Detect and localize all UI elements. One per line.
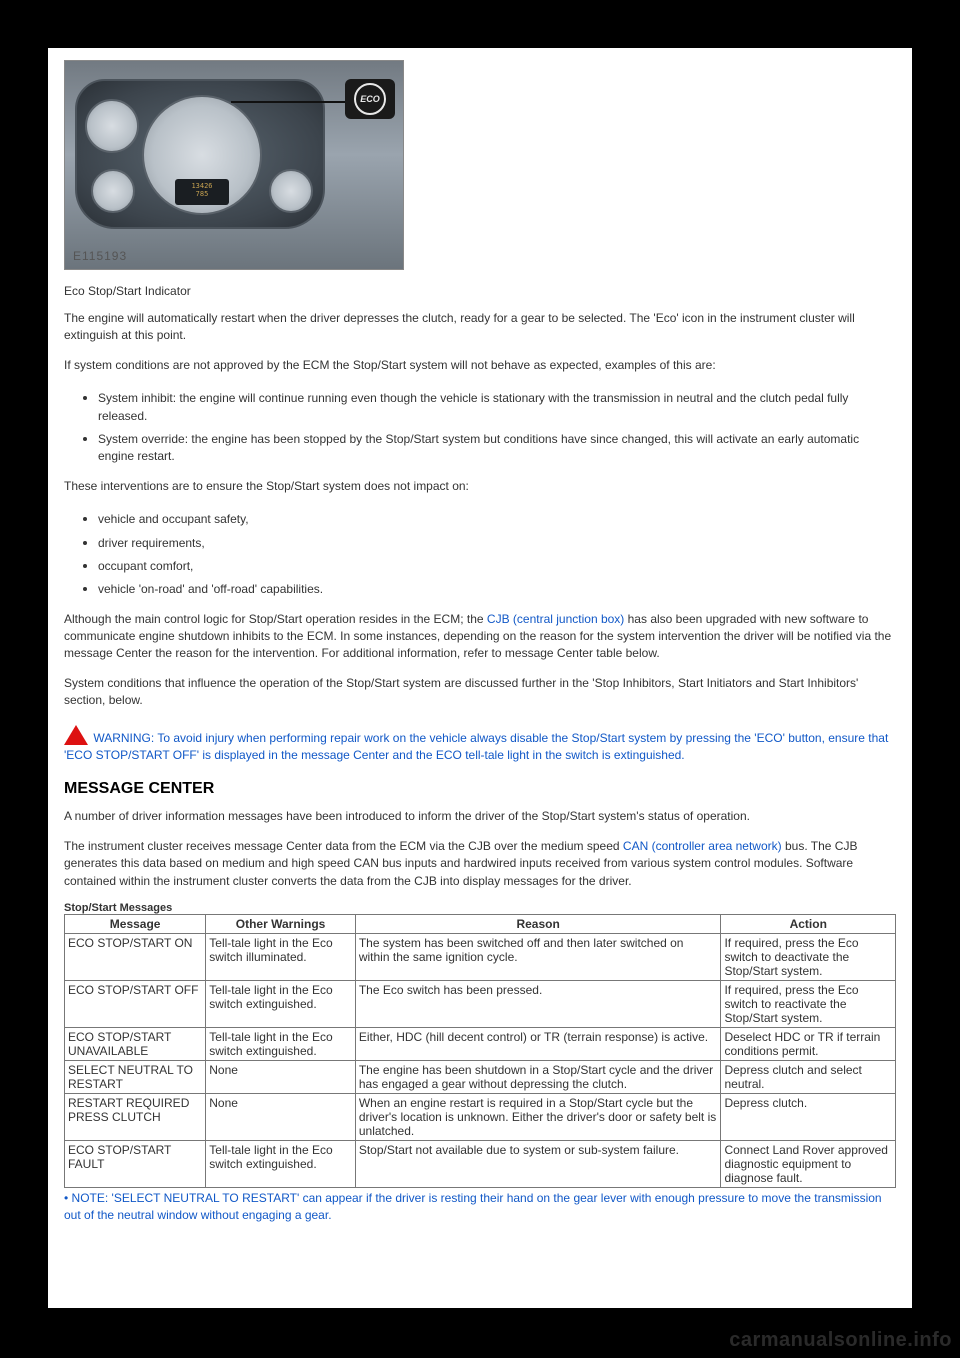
cell-message: ECO STOP/START ON	[65, 933, 206, 980]
can-link[interactable]: CAN (controller area network)	[623, 839, 782, 853]
odometer: 13426 785	[175, 179, 229, 205]
cell-message: RESTART REQUIRED PRESS CLUTCH	[65, 1093, 206, 1140]
warning-block: WARNING: To avoid injury when performing…	[64, 722, 896, 765]
cell-other: None	[206, 1060, 356, 1093]
cell-action: If required, press the Eco switch to rea…	[721, 980, 896, 1027]
bullet-list-2: vehicle and occupant safety, driver requ…	[64, 507, 896, 599]
cell-action: Deselect HDC or TR if terrain conditions…	[721, 1027, 896, 1060]
cell-reason: When an engine restart is required in a …	[355, 1093, 721, 1140]
cell-other: Tell-tale light in the Eco switch exting…	[206, 980, 356, 1027]
cell-other: Tell-tale light in the Eco switch illumi…	[206, 933, 356, 980]
warning-icon	[64, 725, 88, 745]
cell-action: Depress clutch and select neutral.	[721, 1060, 896, 1093]
header-action: Action	[721, 914, 896, 933]
eco-badge: ECO	[345, 79, 395, 119]
eco-badge-ring: ECO	[354, 83, 386, 115]
header-message: Message	[65, 914, 206, 933]
illustration-number: E115193	[73, 249, 127, 263]
para4-pre: Although the main control logic for Stop…	[64, 612, 487, 626]
table-row: ECO STOP/START ON Tell-tale light in the…	[65, 933, 896, 980]
table-footnote: • NOTE: 'SELECT NEUTRAL TO RESTART' can …	[64, 1190, 896, 1225]
stop-start-messages-table: Message Other Warnings Reason Action ECO…	[64, 914, 896, 1188]
odo-line2: 785	[196, 190, 209, 198]
aux-gauge-right	[269, 169, 313, 213]
mc-paragraph-1: A number of driver information messages …	[64, 808, 896, 825]
table-row: RESTART REQUIRED PRESS CLUTCH None When …	[65, 1093, 896, 1140]
cjb-link[interactable]: CJB (central junction box)	[487, 612, 624, 626]
paragraph-3: These interventions are to ensure the St…	[64, 478, 896, 495]
header-other-warnings: Other Warnings	[206, 914, 356, 933]
paragraph-2: If system conditions are not approved by…	[64, 357, 896, 374]
cell-message: ECO STOP/START UNAVAILABLE	[65, 1027, 206, 1060]
cell-other: None	[206, 1093, 356, 1140]
cell-other: Tell-tale light in the Eco switch exting…	[206, 1140, 356, 1187]
mc-paragraph-2: The instrument cluster receives message …	[64, 838, 896, 890]
cell-message: ECO STOP/START OFF	[65, 980, 206, 1027]
table-row: ECO STOP/START OFF Tell-tale light in th…	[65, 980, 896, 1027]
cell-reason: The Eco switch has been pressed.	[355, 980, 721, 1027]
document-page: 13426 785 ECO E115193 Eco Stop/Start Ind…	[48, 48, 912, 1308]
header-reason: Reason	[355, 914, 721, 933]
paragraph-4: Although the main control logic for Stop…	[64, 611, 896, 663]
cell-reason: Either, HDC (hill decent control) or TR …	[355, 1027, 721, 1060]
list-item: occupant comfort,	[98, 554, 896, 575]
cell-other: Tell-tale light in the Eco switch exting…	[206, 1027, 356, 1060]
cell-reason: The engine has been shutdown in a Stop/S…	[355, 1060, 721, 1093]
eco-badge-text: ECO	[360, 94, 380, 104]
warning-text: WARNING: To avoid injury when performing…	[64, 731, 888, 762]
paragraph-1: The engine will automatically restart wh…	[64, 310, 896, 345]
table-header-row: Message Other Warnings Reason Action	[65, 914, 896, 933]
list-item: driver requirements,	[98, 531, 896, 552]
dashboard-illustration: 13426 785 ECO E115193	[64, 60, 404, 270]
list-item: vehicle 'on-road' and 'off-road' capabil…	[98, 577, 896, 598]
aux-gauge-left	[91, 169, 135, 213]
odo-line1: 13426	[191, 182, 212, 190]
cell-message: SELECT NEUTRAL TO RESTART	[65, 1060, 206, 1093]
list-item: System override: the engine has been sto…	[98, 427, 896, 466]
table-row: ECO STOP/START FAULT Tell-tale light in …	[65, 1140, 896, 1187]
paragraph-5: System conditions that influence the ope…	[64, 675, 896, 710]
cell-action: Connect Land Rover approved diagnostic e…	[721, 1140, 896, 1187]
list-item: System inhibit: the engine will continue…	[98, 386, 896, 425]
cell-action: Depress clutch.	[721, 1093, 896, 1140]
watermark: carmanualsonline.info	[729, 1329, 952, 1352]
fuel-gauge	[85, 99, 139, 153]
table-body: ECO STOP/START ON Tell-tale light in the…	[65, 933, 896, 1187]
mc-p2-pre: The instrument cluster receives message …	[64, 839, 623, 853]
table-row: SELECT NEUTRAL TO RESTART None The engin…	[65, 1060, 896, 1093]
list-item: vehicle and occupant safety,	[98, 507, 896, 528]
callout-line	[231, 101, 347, 103]
cell-reason: The system has been switched off and the…	[355, 933, 721, 980]
bullet-list-1: System inhibit: the engine will continue…	[64, 386, 896, 466]
table-title: Stop/Start Messages	[64, 902, 896, 914]
figure-caption: Eco Stop/Start Indicator	[64, 284, 896, 298]
section-heading: MESSAGE CENTER	[64, 780, 896, 798]
cell-reason: Stop/Start not available due to system o…	[355, 1140, 721, 1187]
table-row: ECO STOP/START UNAVAILABLE Tell-tale lig…	[65, 1027, 896, 1060]
cell-action: If required, press the Eco switch to dea…	[721, 933, 896, 980]
cell-message: ECO STOP/START FAULT	[65, 1140, 206, 1187]
